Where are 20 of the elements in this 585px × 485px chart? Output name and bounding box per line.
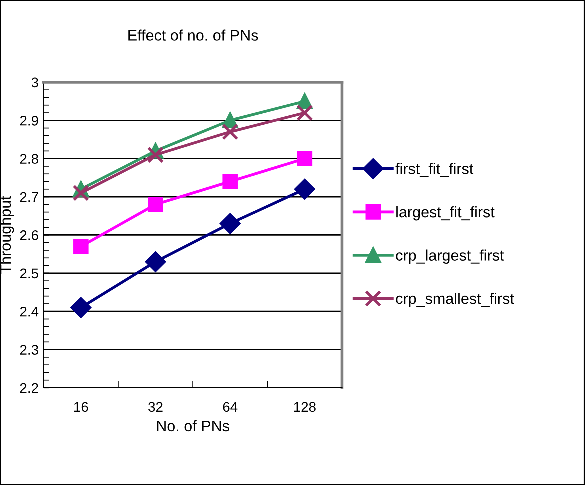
x-axis-title: No. of PNs xyxy=(157,420,230,432)
legend-label: crp_smallest_first xyxy=(396,293,514,308)
y-tick-label: 3 xyxy=(32,78,38,88)
x-tick-label: 128 xyxy=(294,402,316,412)
y-tick-label: 2.7 xyxy=(20,192,38,202)
y-tick-label: 2.8 xyxy=(20,154,38,164)
legend-label: first_fit_first xyxy=(396,163,474,178)
x-tick-label: 16 xyxy=(74,402,88,412)
y-tick-label: 2.4 xyxy=(20,306,39,317)
x-tick-label: 64 xyxy=(223,402,238,412)
chart-title: Effect of no. of PNs xyxy=(128,30,258,41)
y-tick-label: 2.9 xyxy=(20,116,38,126)
y-tick-label: 2.2 xyxy=(20,383,38,394)
x-tick-label: 32 xyxy=(148,402,163,412)
legend-label: largest_fit_first xyxy=(396,206,495,221)
y-tick-label: 2.6 xyxy=(20,230,38,240)
y-axis-title: Throughput xyxy=(0,196,14,274)
y-tick-label: 2.5 xyxy=(20,268,38,279)
legend-label: crp_largest_first xyxy=(396,250,504,264)
y-tick-label: 2.3 xyxy=(20,345,38,355)
